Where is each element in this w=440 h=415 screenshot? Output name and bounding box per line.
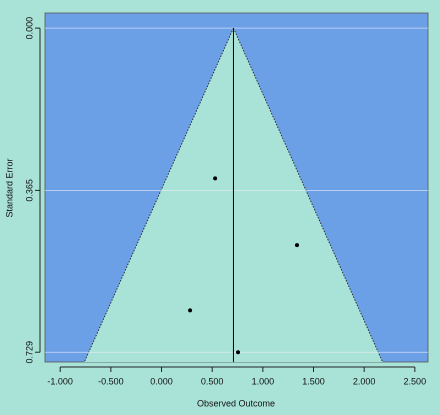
y-tick-label: 0.729 [24,341,34,364]
point [213,176,218,181]
x-tick-label: 2.500 [404,376,427,386]
x-tick-label: 1.000 [252,376,275,386]
x-tick-label: 0.000 [150,376,173,386]
x-axis-label: Observed Outcome [197,398,275,408]
funnel-edge [83,27,234,363]
point [236,350,241,355]
y-tick-label: 0.365 [24,179,34,202]
x-tick-label: 1.500 [302,376,325,386]
funnel-edge [233,27,384,363]
x-tick-label: 0.500 [201,376,224,386]
x-tick-label: 2.000 [353,376,376,386]
point [294,243,299,248]
x-tick-label: -0.500 [98,376,124,386]
y-axis-label: Standard Error [4,158,14,217]
point [188,308,193,313]
x-tick-label: -1.000 [47,376,73,386]
y-tick-label: 0.000 [24,17,34,40]
